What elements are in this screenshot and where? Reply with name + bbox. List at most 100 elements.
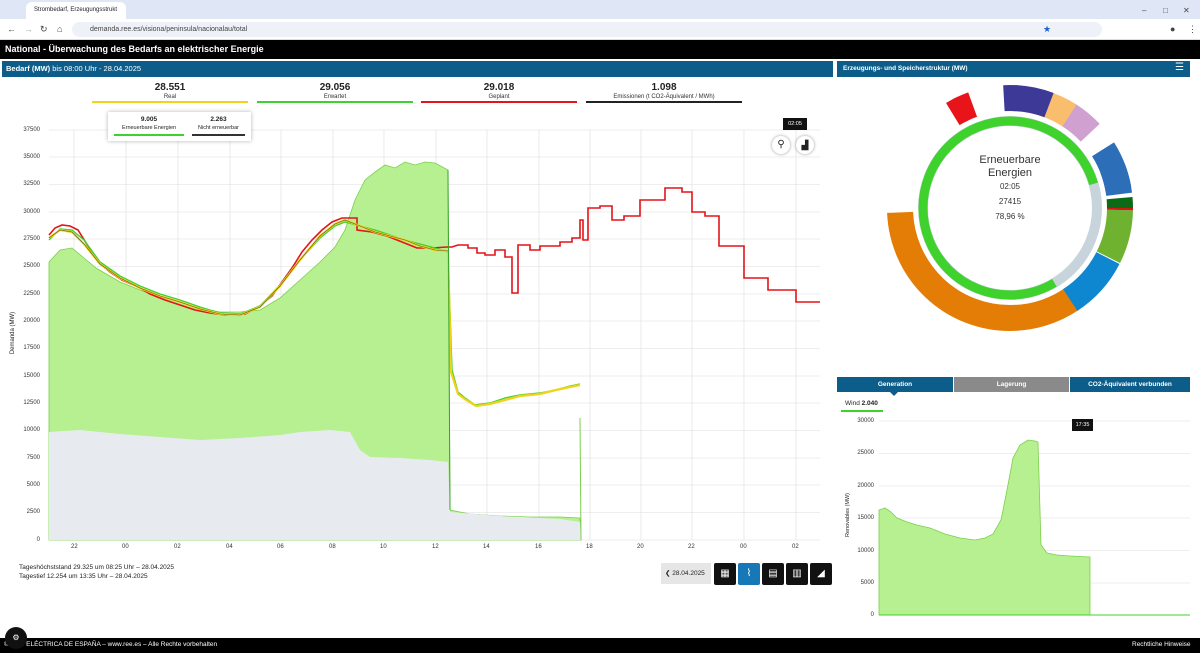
- stat-expected: 29.056 Erwartet: [257, 82, 413, 103]
- back-icon[interactable]: ←: [7, 24, 16, 34]
- wind-area: [878, 439, 1091, 616]
- wind-y-tick: 15000: [857, 515, 874, 521]
- url-text: demanda.ree.es/visiona/peninsula/naciona…: [90, 26, 248, 33]
- footer: [0, 638, 1200, 653]
- inner-ring-renewable: [918, 116, 1102, 300]
- y-tick: 30000: [23, 209, 40, 215]
- structure-header: Erzeugungs- und Speicherstruktur (MW): [837, 61, 1190, 77]
- factory-icon[interactable]: ▟: [796, 136, 814, 154]
- wind-y-tick: 20000: [857, 483, 874, 489]
- tooltip-renewable-bar: [114, 134, 184, 136]
- table-button[interactable]: ▤: [762, 563, 784, 585]
- minimize-icon[interactable]: –: [1142, 6, 1147, 15]
- stat-real-value: 28.551: [154, 82, 186, 93]
- chevron-left-icon[interactable]: ❮: [665, 570, 671, 577]
- map-button[interactable]: ◢: [810, 563, 832, 585]
- wind-time-badge: 17:35: [1072, 419, 1093, 431]
- demand-header-suffix: bis 08:00 Uhr - 28.04.2025: [50, 64, 142, 73]
- tab-storage[interactable]: Lagerung: [954, 377, 1069, 392]
- y-tick: 25000: [23, 263, 40, 269]
- x-tick: 04: [226, 544, 233, 550]
- structure-header-title: Erzeugungs- und Speicherstruktur (MW): [843, 65, 968, 72]
- list-menu-icon[interactable]: ☰: [1175, 62, 1184, 73]
- y-tick: 7500: [26, 455, 40, 461]
- stat-real: 28.551 Real: [92, 82, 248, 103]
- reload-icon[interactable]: ↻: [40, 24, 48, 34]
- footer-copyright: © RED ELÉCTRICA DE ESPAÑA – www.ree.es –…: [4, 641, 218, 648]
- forward-icon[interactable]: →: [24, 24, 33, 34]
- x-tick: 02: [792, 544, 799, 550]
- x-tick: 08: [329, 544, 336, 550]
- y-tick: 37500: [23, 127, 40, 133]
- tooltip-nonrenewable-value: 2.263: [210, 116, 227, 123]
- x-tick: 20: [637, 544, 644, 550]
- y-tick: 2500: [26, 509, 40, 515]
- donut-center-percent: 78,96 %: [995, 212, 1025, 221]
- stat-emissions-label: Emissionen (t CO2-Äquivalent / MWh): [613, 94, 715, 100]
- x-tick: 18: [586, 544, 593, 550]
- stat-planned-bar: [421, 101, 577, 103]
- stat-emissions: 1.098 Emissionen (t CO2-Äquivalent / MWh): [586, 82, 742, 103]
- x-tick: 22: [71, 544, 78, 550]
- bookmark-star-icon[interactable]: ★: [1043, 24, 1052, 34]
- structure-donut: [887, 85, 1133, 331]
- date-selector[interactable]: ❮ 28.04.2025: [661, 563, 711, 584]
- tab-generation[interactable]: Generation: [837, 377, 953, 392]
- x-tick: 02: [174, 544, 181, 550]
- maximize-icon[interactable]: □: [1163, 6, 1168, 15]
- x-tick: 10: [380, 544, 387, 550]
- export-button[interactable]: ▥: [786, 563, 808, 585]
- profile-icon[interactable]: ●: [1170, 24, 1176, 34]
- browser-tab[interactable]: Strombedarf, Erzeugungsstrukt: [26, 2, 126, 19]
- donut-slice-pumped: [887, 85, 1133, 331]
- y-tick: 0: [36, 537, 40, 543]
- wind-y-tick: 5000: [860, 580, 874, 586]
- donut-center-time: 02:05: [999, 182, 1021, 191]
- stat-expected-label: Erwartet: [323, 94, 347, 100]
- home-icon[interactable]: ⌂: [57, 24, 63, 34]
- tooltip-nonrenewable-bar: [192, 134, 245, 136]
- demand-header: Bedarf (MW) bis 08:00 Uhr - 28.04.2025: [2, 61, 833, 77]
- calendar-button[interactable]: ▦: [714, 563, 736, 585]
- cookie-settings-icon[interactable]: ⚙: [5, 627, 27, 649]
- donut-slice-solar-thermal: [887, 85, 1133, 331]
- x-tick: 16: [535, 544, 542, 550]
- renewable-tooltip: 9.005 Erneuerbare Energien 2.263 Nicht e…: [108, 112, 251, 141]
- demand-chart: [48, 129, 820, 541]
- tooltip-renewable-label: Erneuerbare Energien: [121, 125, 177, 131]
- y-tick: 27500: [23, 236, 40, 242]
- close-icon[interactable]: ✕: [1183, 6, 1190, 15]
- stat-emissions-bar: [586, 101, 742, 103]
- demand-header-title: Bedarf (MW): [6, 64, 51, 73]
- wind-turbine-icon[interactable]: ⚲: [772, 136, 790, 154]
- drop-edge: [447, 169, 451, 511]
- daily-min-text: Tagestief 12.254 um 13:35 Uhr – 28.04.20…: [19, 573, 148, 580]
- date-label: 28.04.2025: [672, 570, 705, 577]
- wind-label: Wind: [845, 400, 860, 407]
- stat-real-bar: [92, 101, 248, 103]
- tab-co2[interactable]: CO2-Äquivalent verbunden: [1070, 377, 1190, 392]
- wind-y-tick: 30000: [857, 418, 874, 424]
- address-bar[interactable]: [72, 22, 1102, 37]
- tab-pointer: [890, 392, 898, 396]
- wind-legend-bar: [841, 410, 883, 412]
- daily-max-text: Tageshöchststand 29.325 um 08:25 Uhr – 2…: [19, 564, 175, 571]
- wind-y-axis-label: Renovables (MW): [845, 493, 851, 538]
- y-tick: 5000: [26, 482, 40, 488]
- wind-y-tick: 0: [870, 612, 874, 618]
- x-tick: 22: [688, 544, 695, 550]
- line-chart-button[interactable]: ⌇: [738, 563, 760, 585]
- donut-slice-nuclear: [887, 85, 1133, 331]
- wind-value: 2.040: [861, 400, 878, 407]
- footer-legal-link[interactable]: Rechtliche Hinweise: [1132, 641, 1191, 648]
- page-title: National - Überwachung des Bedarfs an el…: [0, 40, 1200, 59]
- y-tick: 12500: [23, 400, 40, 406]
- wind-chart: [878, 420, 1190, 616]
- x-tick: 14: [483, 544, 490, 550]
- y-tick: 10000: [23, 427, 40, 433]
- x-tick: 00: [740, 544, 747, 550]
- y-tick: 15000: [23, 373, 40, 379]
- stat-planned: 29.018 Geplant: [421, 82, 577, 103]
- menu-icon[interactable]: ⋮: [1188, 24, 1197, 34]
- wind-legend: Wind 2.040: [845, 400, 878, 407]
